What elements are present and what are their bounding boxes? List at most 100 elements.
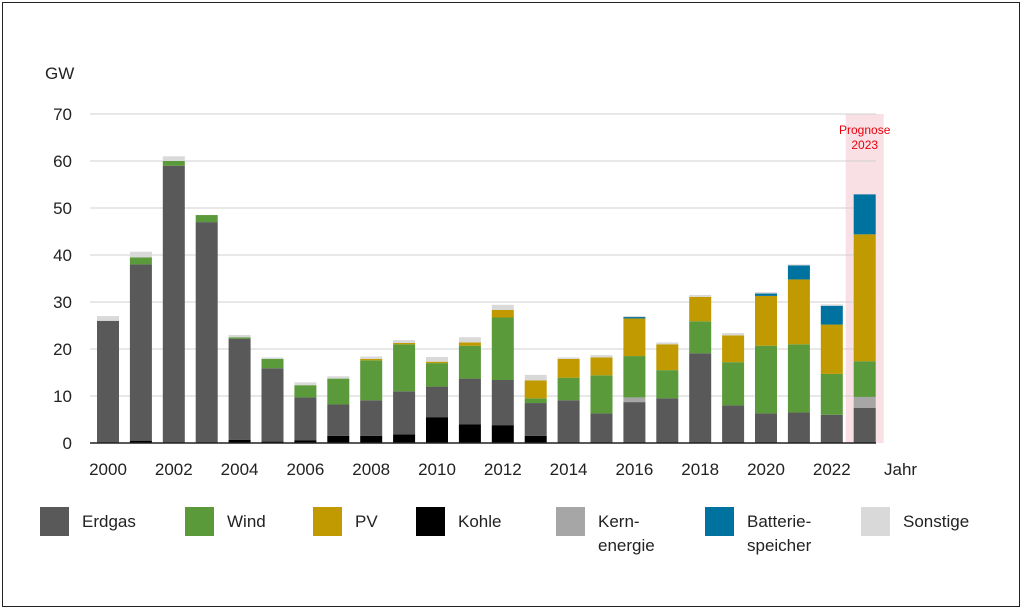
bar-segment-erdgas-2012 (491, 380, 514, 426)
bar-segment-wind-2010 (426, 363, 448, 387)
bar-segment-kohle-2012 (491, 425, 514, 443)
bar-segment-sonstige-2015 (590, 355, 613, 358)
bar-segment-sonstige-2002 (162, 156, 185, 161)
bar-segment-erdgas-2017 (656, 398, 679, 443)
legend-swatch (861, 507, 890, 536)
bar-segment-kernenergie-2016 (623, 397, 646, 403)
y-tick-label: 30 (53, 293, 72, 312)
bar-segment-wind-2021 (787, 344, 810, 413)
x-tick-label: 2008 (352, 460, 390, 479)
bar-segment-sonstige-2010 (426, 356, 448, 362)
bar-segment-sonstige-2019 (722, 333, 745, 336)
bar-segment-erdgas-2013 (524, 403, 547, 436)
bar-segment-sonstige-2013 (524, 374, 547, 381)
bar-segment-erdgas-2002 (162, 165, 185, 443)
bar-segment-wind-2017 (656, 370, 679, 399)
bar-segment-sonstige-2008 (360, 356, 383, 359)
bar-segment-wind-2016 (623, 356, 646, 398)
bar-segment-wind-2002 (162, 161, 185, 166)
bar-segment-wind-2018 (689, 321, 712, 354)
bar-segment-kohle-2001 (129, 440, 152, 443)
bar-segment-pv-2023 (853, 234, 876, 362)
legend-swatch (556, 507, 585, 536)
bar-segment-erdgas-2016 (623, 402, 646, 443)
bar-segment-sonstige-2000 (97, 316, 119, 321)
bar-segment-kernenergie-2023 (853, 396, 876, 408)
bar-segment-wind-2015 (590, 375, 613, 414)
bar-segment-batteriespeicher-2021 (787, 265, 810, 280)
bar-segment-erdgas-2015 (590, 413, 613, 443)
bar-segment-pv-2012 (491, 309, 514, 318)
legend-swatch (416, 507, 445, 536)
bar-segment-wind-2012 (491, 317, 514, 381)
bar-segment-kohle-2004 (228, 439, 251, 443)
x-tick-label: 2022 (813, 460, 851, 479)
bar-segment-erdgas-2009 (393, 391, 416, 435)
bar-segment-kohle-2010 (426, 417, 448, 443)
bar-segment-sonstige-2001 (129, 251, 152, 258)
x-tick-label: 2016 (615, 460, 653, 479)
bar-segment-sonstige-2011 (458, 337, 481, 343)
x-tick-label: 2006 (286, 460, 324, 479)
legend-item-wind: Wind (185, 507, 266, 536)
bar-segment-erdgas-2007 (327, 404, 350, 436)
bar-segment-wind-2004 (228, 337, 251, 339)
bar-segment-pv-2013 (524, 380, 547, 399)
bar-segment-sonstige-2017 (656, 342, 679, 345)
bar-segment-sonstige-2014 (557, 357, 580, 359)
x-tick-label: 2020 (747, 460, 785, 479)
bar-segment-pv-2017 (656, 344, 679, 371)
bar-segment-wind-2023 (853, 361, 876, 397)
bar-segment-pv-2016 (623, 318, 646, 357)
x-tick-label: 2002 (155, 460, 193, 479)
bar-segment-pv-2020 (755, 295, 777, 346)
bar-segment-batteriespeicher-2023 (853, 194, 876, 235)
legend-swatch (705, 507, 734, 536)
bar-segment-erdgas-2014 (557, 400, 580, 443)
x-tick-label: 2018 (681, 460, 719, 479)
bar-segment-batteriespeicher-2020 (755, 293, 777, 296)
x-axis-label: Jahr (884, 460, 917, 479)
legend-label: Batterie- (747, 512, 811, 531)
legend-label: PV (355, 512, 378, 531)
bar-segment-sonstige-2004 (228, 334, 251, 338)
bar-segment-wind-2003 (195, 215, 218, 223)
bar-segment-pv-2021 (787, 279, 810, 345)
y-tick-label: 0 (63, 434, 72, 453)
legend-item-pv: PV (313, 507, 378, 536)
legend-label: Wind (227, 512, 266, 531)
bar-segment-kohle-2006 (294, 440, 317, 443)
bar-segment-erdgas-2010 (426, 386, 448, 418)
bar-segment-wind-2014 (557, 377, 580, 401)
bar-segment-wind-2019 (722, 362, 745, 406)
bar-segment-pv-2019 (722, 335, 745, 363)
bar-segment-sonstige-2020 (755, 292, 777, 294)
bar-segment-erdgas-2001 (129, 264, 152, 441)
y-tick-label: 20 (53, 340, 72, 359)
bar-segment-sonstige-2005 (261, 357, 284, 359)
x-tick-label: 2004 (221, 460, 259, 479)
bar-segment-wind-2008 (360, 360, 383, 401)
bars (97, 156, 876, 443)
bar-segment-sonstige-2016 (623, 316, 646, 318)
forecast-label: 2023 (851, 138, 878, 152)
bar-segment-batteriespeicher-2022 (820, 305, 843, 325)
y-tick-label: 10 (53, 387, 72, 406)
bar-segment-kohle-2009 (393, 434, 416, 443)
legend-item-sonstige: Sonstige (861, 507, 969, 536)
bar-segment-pv-2018 (689, 296, 712, 322)
bar-segment-erdgas-2020 (755, 413, 777, 443)
bar-segment-kohle-2011 (458, 424, 481, 443)
y-tick-label: 70 (53, 105, 72, 124)
bar-segment-sonstige-2006 (294, 382, 317, 386)
legend-item-kohle: Kohle (416, 507, 501, 536)
legend-item-erdgas: Erdgas (40, 507, 136, 536)
bar-segment-erdgas-2006 (294, 397, 317, 441)
y-tick-label: 40 (53, 246, 72, 265)
y-tick-label: 60 (53, 152, 72, 171)
legend-swatch (313, 507, 342, 536)
bar-segment-erdgas-2019 (722, 405, 745, 443)
legend-label: energie (598, 536, 655, 555)
legend-label: Sonstige (903, 512, 969, 531)
